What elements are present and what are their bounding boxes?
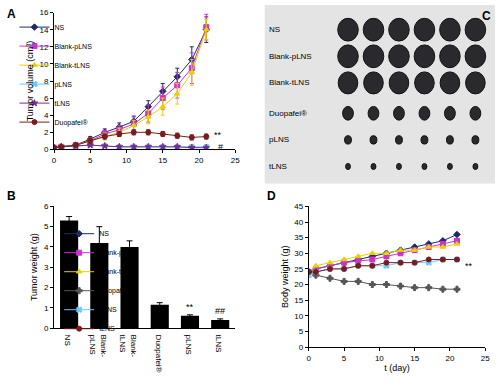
svg-text:B: B <box>7 189 16 203</box>
svg-text:14: 14 <box>39 25 49 35</box>
svg-text:5: 5 <box>44 222 49 231</box>
svg-text:Duopafei®: Duopafei® <box>269 109 307 118</box>
svg-text:Blank-tLNS: Blank-tLNS <box>99 268 135 275</box>
svg-text:Blank-pLNS: Blank-pLNS <box>54 43 92 51</box>
svg-text:Blank-pLNS: Blank-pLNS <box>99 249 137 257</box>
svg-text:5: 5 <box>88 156 93 165</box>
svg-text:0: 0 <box>44 324 49 333</box>
svg-text:15: 15 <box>410 354 419 363</box>
svg-text:15: 15 <box>158 156 167 165</box>
svg-text:35: 35 <box>294 233 303 242</box>
svg-text:25: 25 <box>231 156 240 165</box>
svg-text:0: 0 <box>299 343 304 352</box>
svg-text:1: 1 <box>44 304 49 313</box>
svg-text:10: 10 <box>122 156 131 165</box>
svg-text:NS: NS <box>54 24 64 31</box>
svg-text:8: 8 <box>43 76 49 86</box>
svg-text:NS: NS <box>269 25 280 34</box>
svg-text:Tumor volume (cm³): Tumor volume (cm³) <box>25 41 35 122</box>
svg-text:Tumor weight (g): Tumor weight (g) <box>29 233 39 301</box>
svg-text:Duopafei®: Duopafei® <box>99 287 133 295</box>
svg-text:pLNS: pLNS <box>184 335 193 355</box>
svg-text:Blank-tLNS: Blank-tLNS <box>118 335 137 358</box>
svg-text:Blank-tLNS: Blank-tLNS <box>54 62 90 69</box>
svg-text:0: 0 <box>44 145 49 154</box>
svg-text:4: 4 <box>44 243 49 252</box>
svg-text:10: 10 <box>294 312 303 321</box>
svg-text:#: # <box>218 142 223 152</box>
svg-text:t (day): t (day) <box>384 363 410 373</box>
svg-text:6: 6 <box>44 202 49 211</box>
svg-text:A: A <box>7 7 16 21</box>
svg-text:tLNS: tLNS <box>269 162 287 171</box>
svg-text:2: 2 <box>44 128 49 137</box>
svg-text:40: 40 <box>294 218 303 227</box>
svg-text:Blank-pLNS: Blank-pLNS <box>88 335 107 358</box>
svg-text:pLNS: pLNS <box>54 81 72 89</box>
svg-text:NS: NS <box>99 230 109 237</box>
svg-text:0: 0 <box>307 354 312 363</box>
svg-text:3: 3 <box>44 263 49 272</box>
svg-text:6: 6 <box>44 94 49 103</box>
svg-text:12: 12 <box>39 43 48 52</box>
svg-text:pLNS: pLNS <box>99 306 117 314</box>
svg-text:15: 15 <box>294 296 303 305</box>
svg-text:2: 2 <box>44 283 49 292</box>
svg-text:##: ## <box>215 306 225 316</box>
svg-text:Blank-tLNS: Blank-tLNS <box>269 78 309 87</box>
svg-text:Body weight (g): Body weight (g) <box>280 245 290 308</box>
svg-text:Duopafei®: Duopafei® <box>154 335 163 373</box>
svg-text:**: ** <box>214 130 222 140</box>
svg-text:tLNS: tLNS <box>54 100 70 107</box>
svg-text:pLNS: pLNS <box>269 135 289 144</box>
svg-text:10: 10 <box>39 60 48 69</box>
svg-text:25: 25 <box>294 265 303 274</box>
svg-text:tLNS: tLNS <box>99 325 115 332</box>
svg-text:5: 5 <box>342 354 347 363</box>
svg-text:**: ** <box>186 302 194 312</box>
svg-text:16: 16 <box>39 8 48 17</box>
svg-text:45: 45 <box>294 202 303 211</box>
svg-text:Duopafei®: Duopafei® <box>54 119 88 127</box>
svg-text:C: C <box>482 9 491 23</box>
svg-text:tLNS: tLNS <box>214 335 223 353</box>
svg-text:NS: NS <box>63 335 72 346</box>
svg-text:D: D <box>267 189 276 203</box>
svg-text:20: 20 <box>445 354 454 363</box>
svg-text:20: 20 <box>195 156 204 165</box>
svg-text:0: 0 <box>52 156 57 165</box>
svg-text:4: 4 <box>44 111 49 120</box>
svg-text:20: 20 <box>294 280 303 289</box>
svg-text:30: 30 <box>294 249 303 258</box>
svg-text:**: ** <box>465 261 473 271</box>
svg-text:25: 25 <box>481 354 490 363</box>
svg-text:5: 5 <box>299 327 304 336</box>
svg-text:10: 10 <box>375 354 384 363</box>
svg-text:Blank-pLNS: Blank-pLNS <box>269 52 312 61</box>
